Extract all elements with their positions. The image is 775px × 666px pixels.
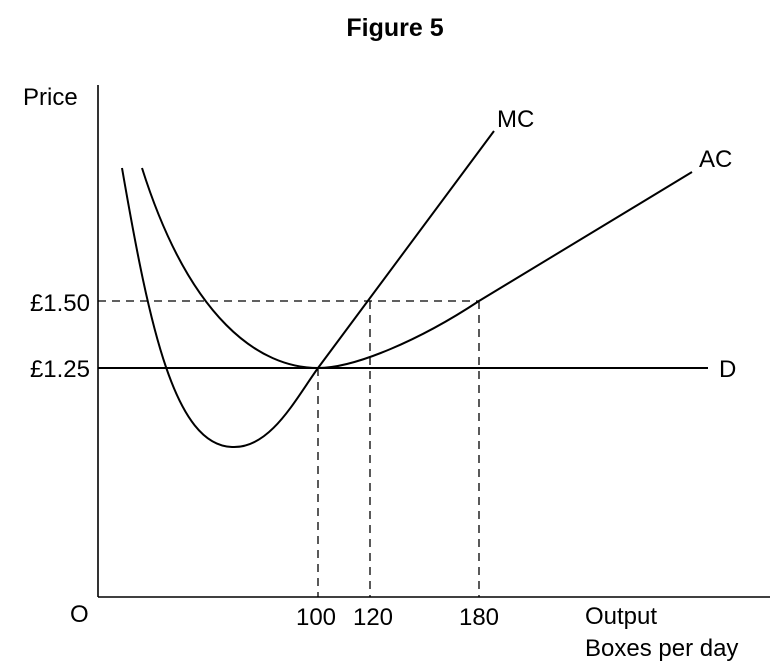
x-tick-label-180: 180 — [459, 604, 499, 631]
chart-title: Figure 5 — [346, 14, 443, 42]
series-line-mc — [121, 130, 495, 449]
series-label-ac: AC — [699, 146, 732, 173]
origin-label: O — [70, 601, 89, 628]
y-tick-label-1-25: £1.25 — [30, 356, 90, 383]
series-label-mc: MC — [497, 106, 534, 133]
series-line-ac — [141, 167, 693, 370]
series-label-d: D — [719, 356, 736, 383]
y-axis-label: Price — [23, 84, 78, 111]
x-tick-label-100: 100 — [296, 604, 336, 631]
y-tick-label-1-50: £1.50 — [30, 290, 90, 317]
x-axis-label-line1: Output — [585, 603, 657, 630]
x-axis-label-line2: Boxes per day — [585, 635, 738, 662]
x-tick-label-120: 120 — [353, 604, 393, 631]
